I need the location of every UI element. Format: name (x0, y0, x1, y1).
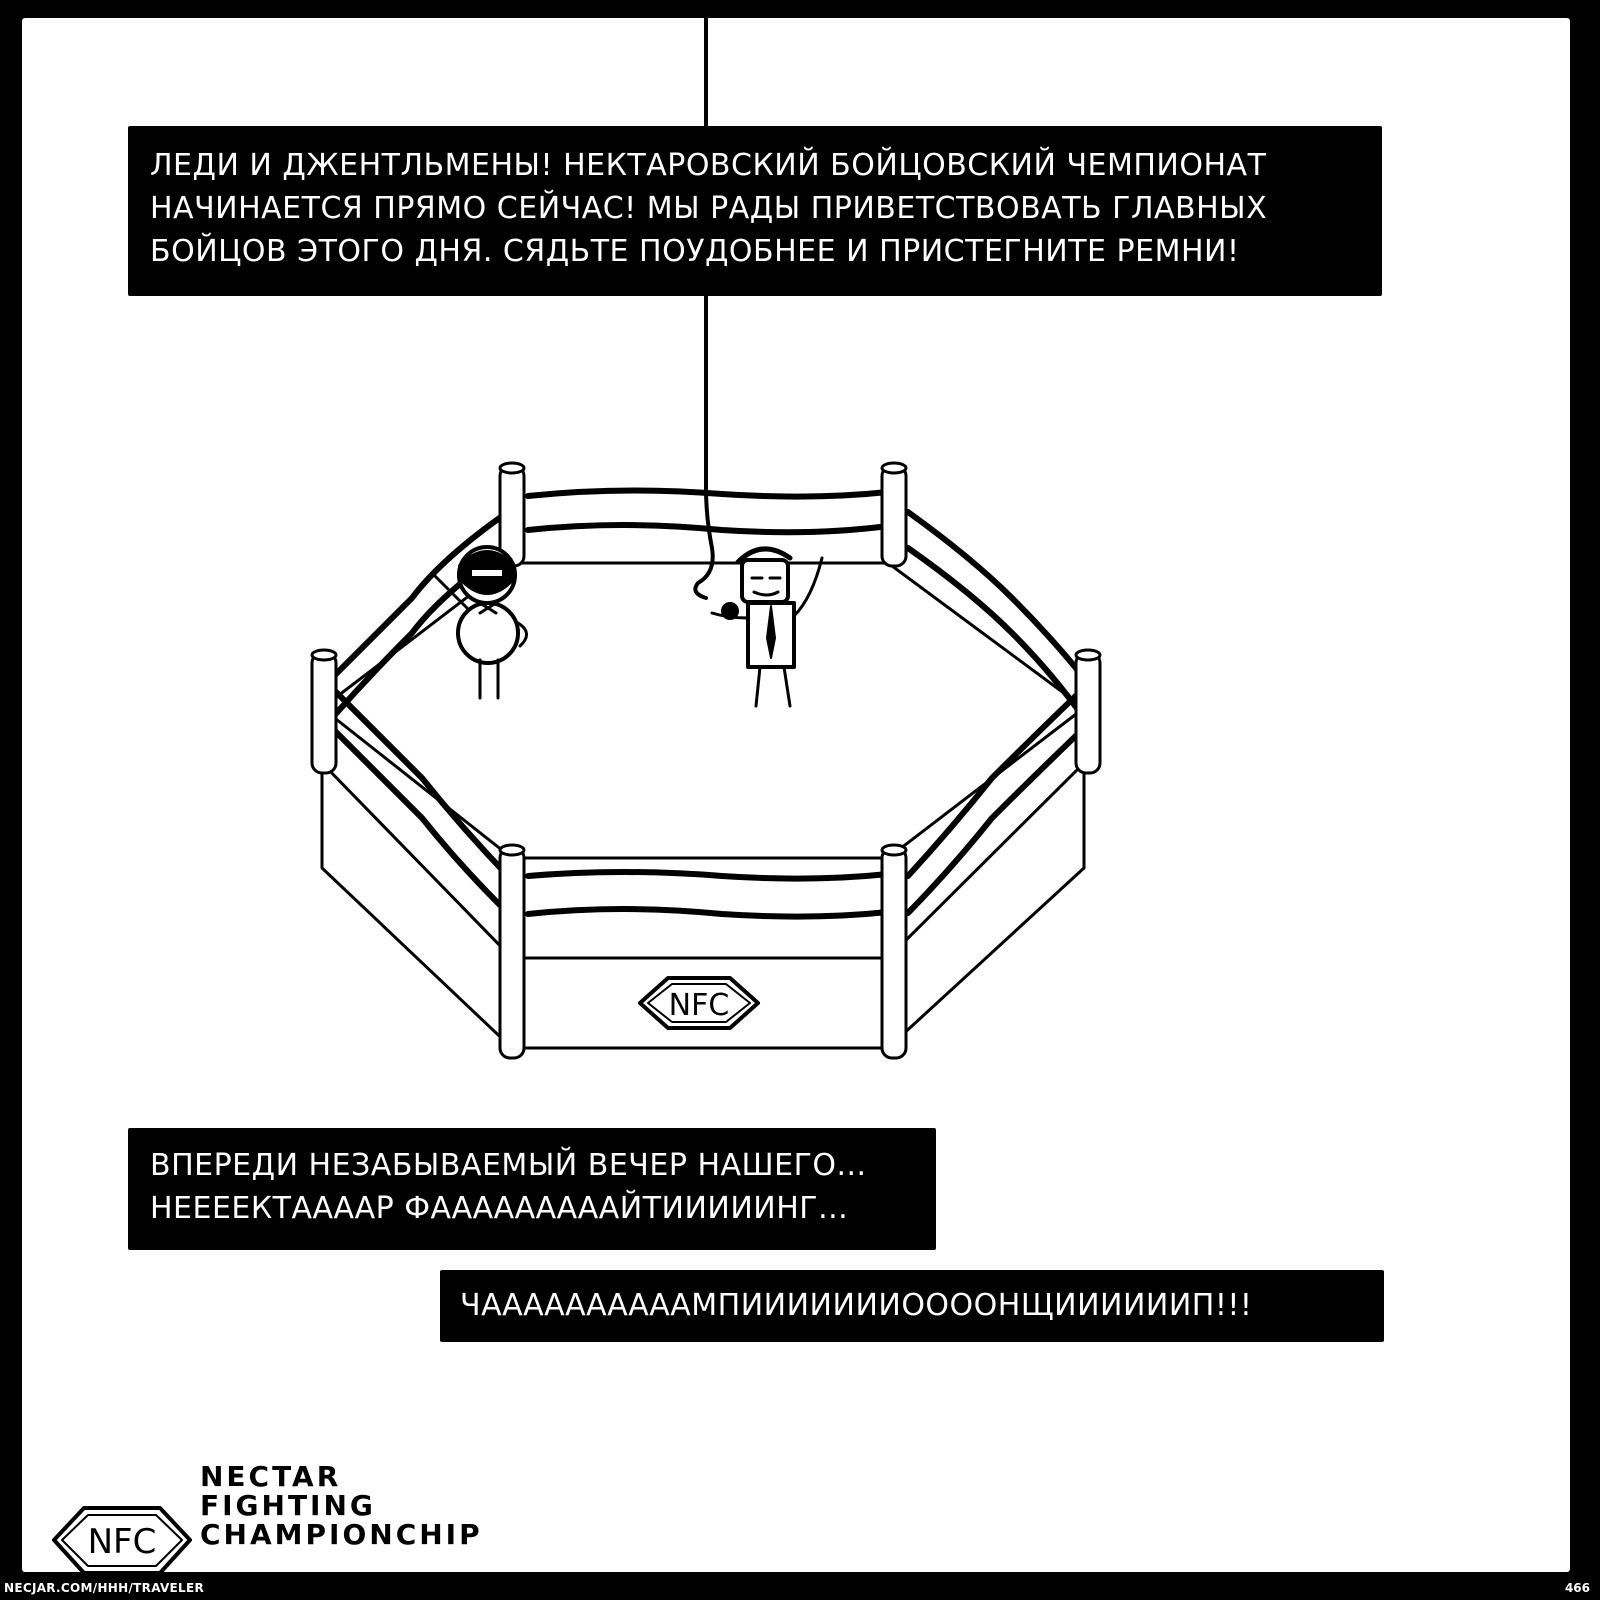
brand-name: NECTAR FIGHTING CHAMPIONCHIP (200, 1462, 483, 1549)
rope (525, 906, 891, 920)
rope (329, 725, 511, 916)
caption-championship: ЧААААААААААМПИИИИИИИООООНЩИИИИИИП!!! (440, 1270, 1384, 1342)
brand-name-line: CHAMPIONCHIP (200, 1518, 483, 1551)
comic-panel: NFC NFC ЛЕДИ И ДЖЕНТЛЬМЕНЫ! НЕКТАРОВСКИЙ… (22, 18, 1570, 1572)
corner-post (310, 464, 1102, 1060)
footer-page-number: 466 (1564, 1581, 1590, 1595)
rope (905, 509, 1087, 681)
ring-illustration: NFC NFC (52, 18, 1102, 1572)
rope (525, 487, 891, 500)
rope (525, 522, 891, 536)
microphone-cable (693, 18, 715, 600)
caption-announcement: ЛЕДИ И ДЖЕНТЛЬМЕНЫ! НЕКТАРОВСКИЙ БОЙЦОВС… (128, 126, 1382, 296)
brand-logo-badge (52, 1506, 192, 1572)
announcer-character (710, 546, 824, 708)
caption-evening: ВПЕРЕДИ НЕЗАБЫВАЕМЫЙ ВЕЧЕР НАШЕГО... НЕЕ… (128, 1128, 936, 1250)
rope (905, 685, 1087, 879)
caption-line: ЛЕДИ И ДЖЕНТЛЬМЕНЫ! НЕКТАРОВСКИЙ БОЙЦОВС… (150, 148, 1267, 183)
rope (905, 725, 1087, 916)
brand-name-line: NECTAR (200, 1460, 342, 1493)
footer-url: NECJAR.COM/HHH/TRAVELER (4, 1581, 205, 1595)
caption-line: ВПЕРЕДИ НЕЗАБЫВАЕМЫЙ ВЕЧЕР НАШЕГО... (150, 1148, 867, 1183)
caption-line: НЕЕЕЕКТААААР ФАААААААААЙТИИИИИНГ... (150, 1191, 849, 1226)
rope (329, 509, 511, 681)
ring-logo-text: NFC (669, 988, 730, 1023)
caption-line: ЧААААААААААМПИИИИИИИООООНЩИИИИИИП!!! (460, 1288, 1253, 1323)
rope (329, 685, 511, 879)
brand-name-line: FIGHTING (200, 1489, 376, 1522)
caption-line: БОЙЦОВ ЭТОГО ДНЯ. СЯДЬТЕ ПОУДОБНЕЕ И ПРИ… (150, 234, 1240, 269)
ring-logo-badge (638, 976, 760, 1030)
rope (525, 869, 891, 882)
fighter-character (430, 545, 528, 700)
ring-apron (320, 706, 1086, 1050)
rope (905, 545, 1087, 721)
brand-logo-text: NFC (88, 1522, 157, 1562)
caption-line: НАЧИНАЕТСЯ ПРЯМО СЕЙЧАС! МЫ РАДЫ ПРИВЕТС… (150, 191, 1268, 226)
